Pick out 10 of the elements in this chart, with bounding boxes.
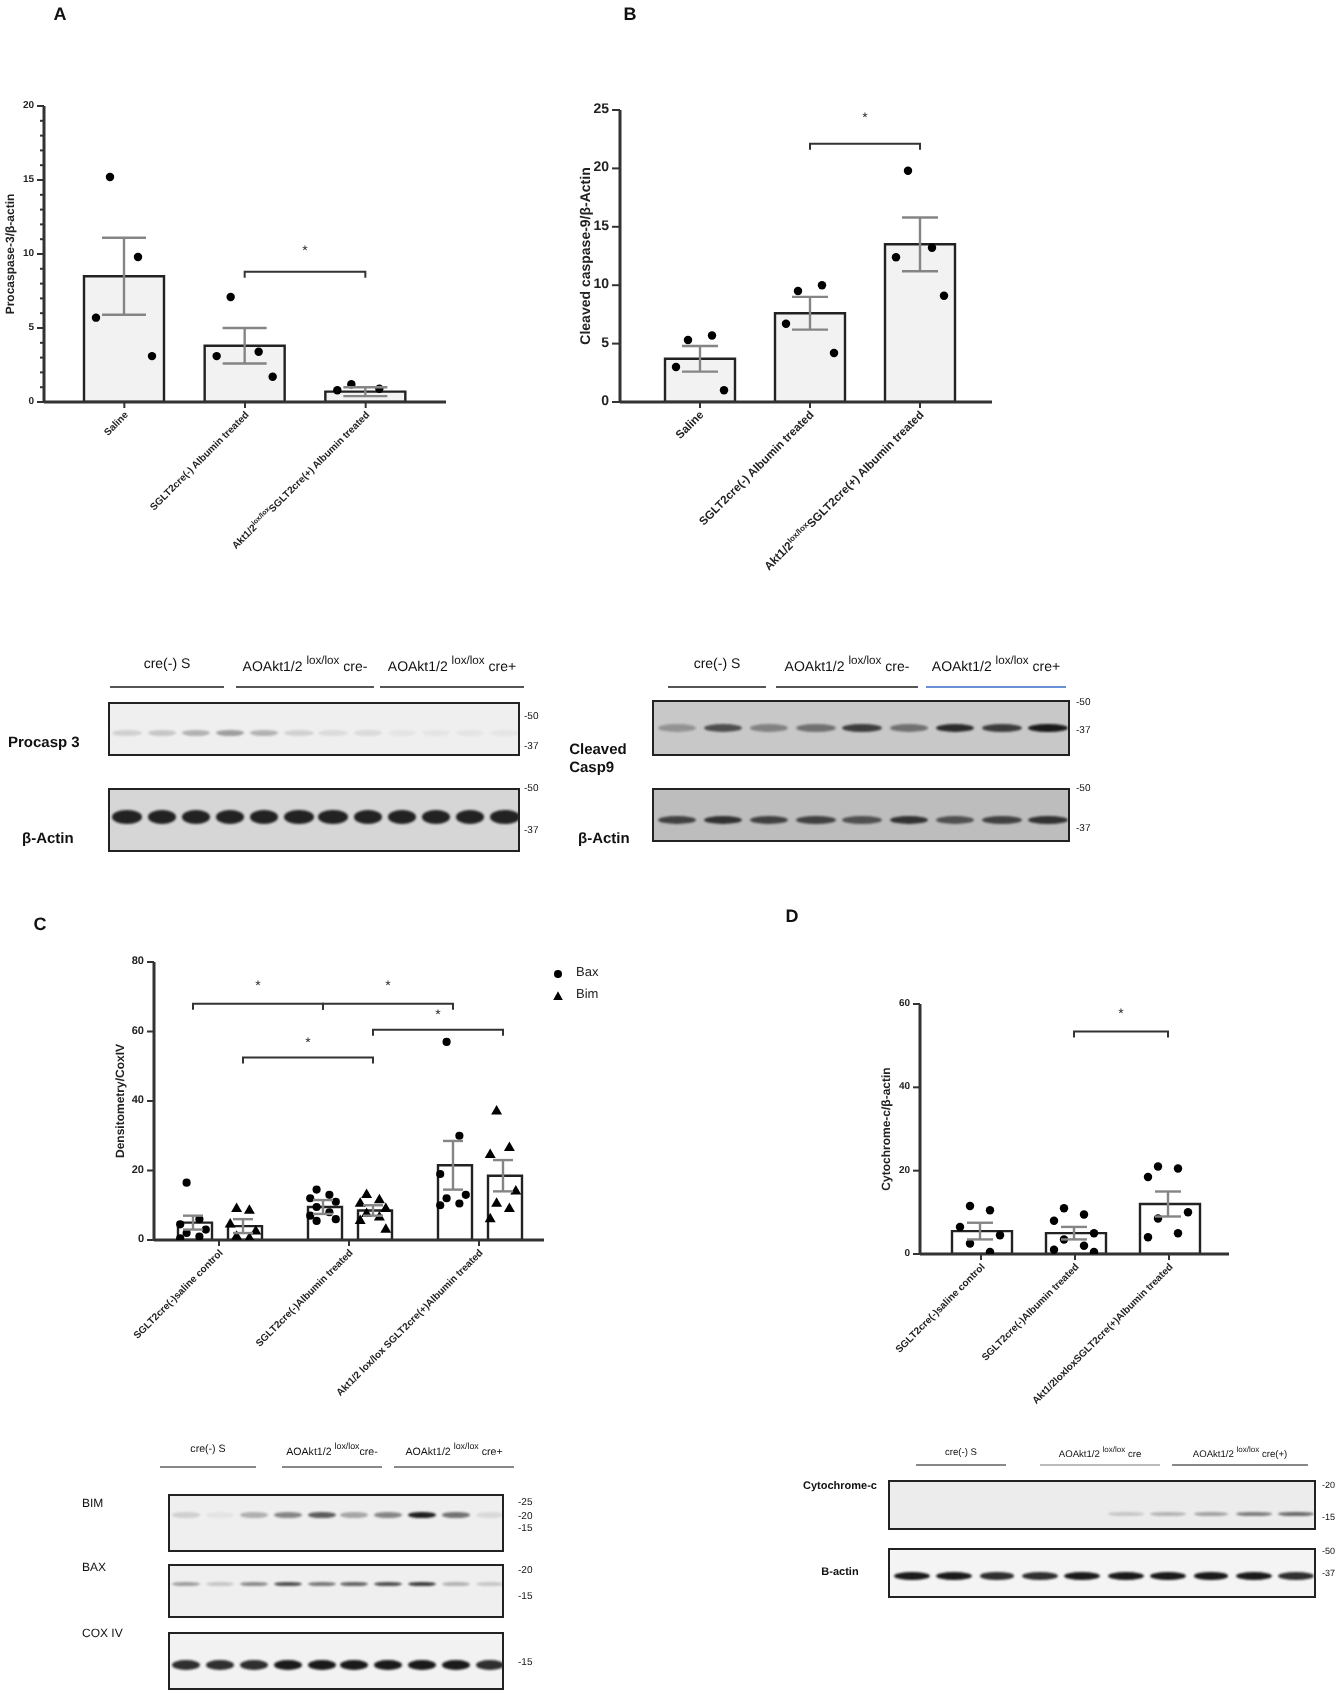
bar bbox=[773, 312, 847, 402]
bar bbox=[883, 243, 957, 402]
bar bbox=[203, 344, 286, 402]
chart-title: D bbox=[785, 906, 800, 926]
bar bbox=[82, 275, 166, 402]
bar bbox=[663, 357, 737, 402]
chart-title: C bbox=[33, 914, 48, 934]
chart-title: A bbox=[53, 4, 68, 24]
chart-title: B bbox=[623, 4, 638, 24]
bar bbox=[1138, 1202, 1202, 1254]
